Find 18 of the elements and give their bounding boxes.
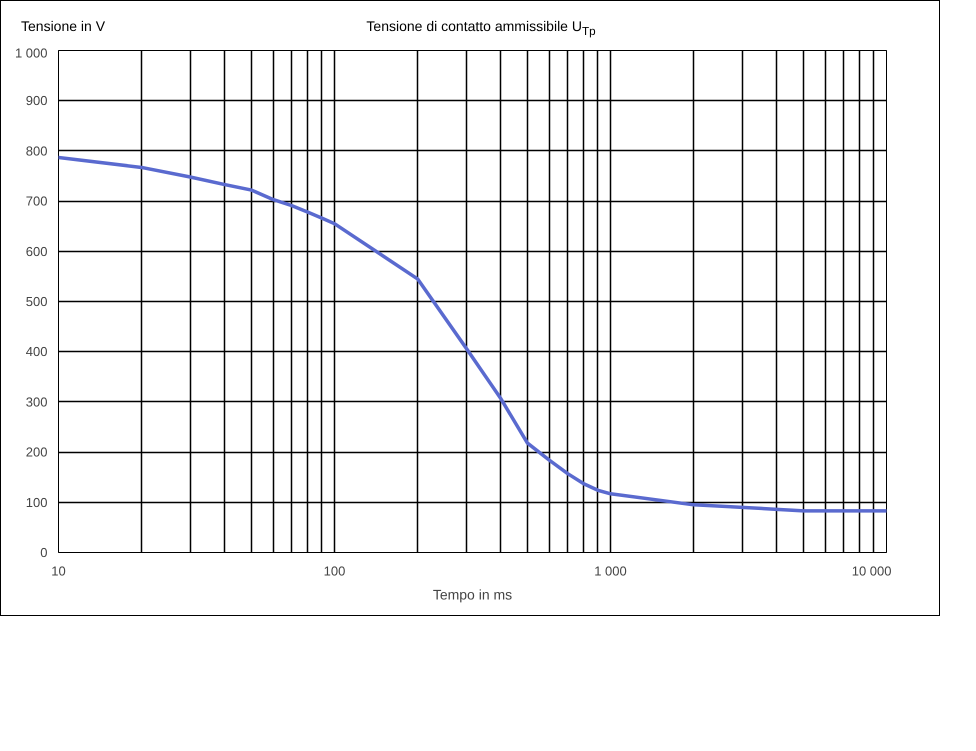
- x-tick-label: 10 000: [852, 564, 892, 579]
- x-axis-title: Tempo in ms: [432, 586, 512, 603]
- chart-title: Tensione di contatto ammissibile U$_{Tp}$: [366, 17, 596, 40]
- y-tick-label: 0: [40, 545, 48, 560]
- y-tick-label: 900: [26, 94, 48, 109]
- y-tick-label: 100: [26, 495, 48, 510]
- x-tick-label: 1 000: [594, 564, 627, 579]
- y-tick-label: 400: [26, 344, 48, 360]
- x-tick-label: 100: [324, 564, 346, 579]
- x-tick-label: 10: [51, 564, 66, 579]
- y-axis-title: Tensione in V: [21, 17, 106, 36]
- y-tick-label: 600: [26, 244, 48, 260]
- y-tick-label: 1 000: [14, 46, 48, 61]
- y-tick-label: 500: [26, 294, 48, 310]
- y-tick-label: 700: [26, 194, 48, 210]
- y-tick-label: 300: [26, 394, 48, 410]
- y-tick-label: 800: [26, 144, 48, 159]
- y-tick-label: 200: [26, 445, 48, 460]
